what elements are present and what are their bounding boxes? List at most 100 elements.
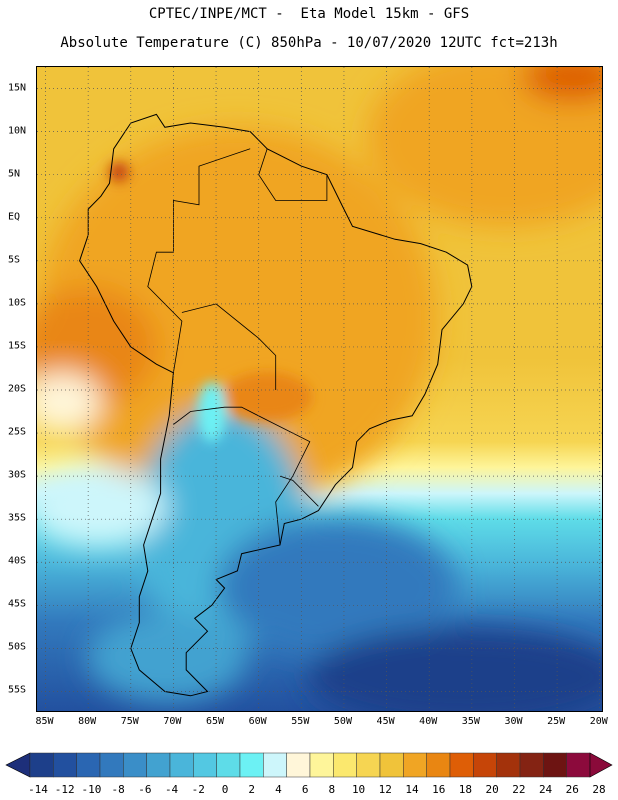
field-pacific-cool: [37, 372, 102, 432]
longitude-tick-label: 30W: [504, 716, 523, 727]
latitude-tick-label: 15N: [8, 82, 27, 94]
colorbar-bin: [519, 752, 544, 778]
colorbar-tick-label: -12: [54, 783, 75, 796]
longitude-tick-label: 85W: [35, 716, 54, 727]
colorbar-tick-label: 8: [328, 783, 336, 796]
country-border: [258, 148, 328, 201]
latitude-tick-label: 5S: [8, 254, 21, 266]
colorbar-min-arrow: [5, 752, 31, 778]
colorbar-max-arrow: [589, 752, 613, 778]
colorbar-tick-label: 2: [248, 783, 256, 796]
colorbar-tick-label: 28: [592, 783, 606, 796]
colorbar-bin: [543, 752, 567, 778]
latitude-tick-label: 25S: [8, 426, 27, 438]
colorbar-bin: [426, 752, 451, 778]
colorbar-tick-label: 0: [221, 783, 229, 796]
latitude-tick-label: 10N: [8, 125, 27, 137]
colorbar-bin: [403, 752, 427, 778]
gridlines: [37, 67, 602, 711]
longitude-tick-label: 45W: [376, 716, 395, 727]
latitude-tick-label: 20S: [8, 383, 27, 395]
colorbar-bin: [379, 752, 404, 778]
field-southern-coldest: [307, 627, 602, 711]
colorbar-bin: [146, 752, 171, 778]
latitude-tick-label: 5N: [8, 168, 21, 180]
colorbar-bin: [566, 752, 591, 778]
longitude-tick-label: 40W: [419, 716, 438, 727]
colorbar-bin: [333, 752, 357, 778]
latitude-tick-label: 15S: [8, 340, 27, 352]
longitude-tick-label: 25W: [547, 716, 566, 727]
colorbar-tick-label: -2: [191, 783, 205, 796]
field-atlantic-warm: [367, 67, 602, 227]
colorbar-tick-label: -4: [164, 783, 179, 796]
field-colombia-hotspot: [109, 162, 129, 182]
latitude-tick-label: 50S: [8, 641, 27, 653]
south-america-coastline: [79, 113, 473, 697]
colorbar-tick-label: -10: [81, 783, 102, 796]
latitude-tick-label: 30S: [8, 469, 27, 481]
colorbar-tick-label: 12: [378, 783, 392, 796]
colorbar-bin: [53, 752, 77, 778]
country-border: [181, 303, 277, 390]
colorbar: [5, 752, 613, 778]
longitude-tick-label: 35W: [461, 716, 480, 727]
colorbar-tick-label: 4: [275, 783, 282, 796]
longitude-tick-label: 50W: [333, 716, 352, 727]
colorbar-bin: [356, 752, 381, 778]
latitude-tick-label: EQ: [8, 211, 21, 223]
colorbar-tick-label: 16: [432, 783, 446, 796]
field-north-hot: [522, 67, 602, 102]
country-border: [279, 475, 319, 507]
colorbar-bin: [123, 752, 147, 778]
longitude-tick-label: 70W: [163, 716, 182, 727]
colorbar-bin: [29, 752, 54, 778]
temperature-map-svg: [37, 67, 602, 711]
colorbar-bin: [216, 752, 241, 778]
colorbar-bin: [193, 752, 217, 778]
colorbar-tick-label: 14: [405, 783, 419, 796]
colorbar-tick-label: 6: [301, 783, 309, 796]
field-southern-cold: [217, 517, 457, 657]
colorbar-bin: [169, 752, 194, 778]
colorbar-tick-label: 10: [351, 783, 366, 796]
colorbar-bin: [309, 752, 334, 778]
colorbar-bin: [449, 752, 474, 778]
colorbar-bin: [99, 752, 124, 778]
latitude-tick-label: 35S: [8, 512, 27, 524]
colorbar-bin: [239, 752, 264, 778]
longitude-tick-label: 65W: [206, 716, 225, 727]
colorbar-tick-label: 22: [512, 783, 526, 796]
colorbar-bin: [286, 752, 311, 778]
field-chaco-warm: [222, 372, 312, 422]
longitude-tick-label: 20W: [589, 716, 608, 727]
longitude-tick-label: 60W: [248, 716, 267, 727]
colorbar-tick-label: 26: [565, 783, 579, 796]
colorbar-bin: [496, 752, 521, 778]
colorbar-bin: [76, 752, 101, 778]
field-altiplano-cool: [198, 382, 226, 442]
longitude-tick-label: 55W: [291, 716, 310, 727]
chart-title-line-2: Absolute Temperature (C) 850hPa - 10/07/…: [60, 35, 558, 51]
colorbar-tick-label: 18: [458, 783, 473, 796]
field-patagonia: [87, 612, 247, 702]
temperature-map: [36, 66, 603, 712]
colorbar-tick-label: -14: [28, 783, 48, 796]
latitude-tick-label: 40S: [8, 555, 27, 567]
latitude-tick-label: 10S: [8, 297, 27, 309]
longitude-tick-label: 80W: [78, 716, 97, 727]
colorbar-tick-label: 20: [485, 783, 499, 796]
chart-title-line-1: CPTEC/INPE/MCT - Eta Model 15km - GFS: [148, 6, 470, 22]
latitude-tick-label: 45S: [8, 598, 27, 610]
country-border: [147, 148, 251, 373]
latitude-tick-label: 55S: [8, 684, 27, 696]
colorbar-tick-label: -6: [138, 783, 152, 796]
colorbar-bin: [473, 752, 497, 778]
coastlines: [79, 113, 473, 697]
colorbar-tick-label: -8: [111, 783, 125, 796]
field-pacific-mild: [37, 467, 167, 547]
colorbar-bin: [263, 752, 287, 778]
field-tropical-warm: [37, 127, 437, 507]
country-border: [173, 406, 311, 546]
colorbar-tick-label: 24: [538, 783, 553, 796]
